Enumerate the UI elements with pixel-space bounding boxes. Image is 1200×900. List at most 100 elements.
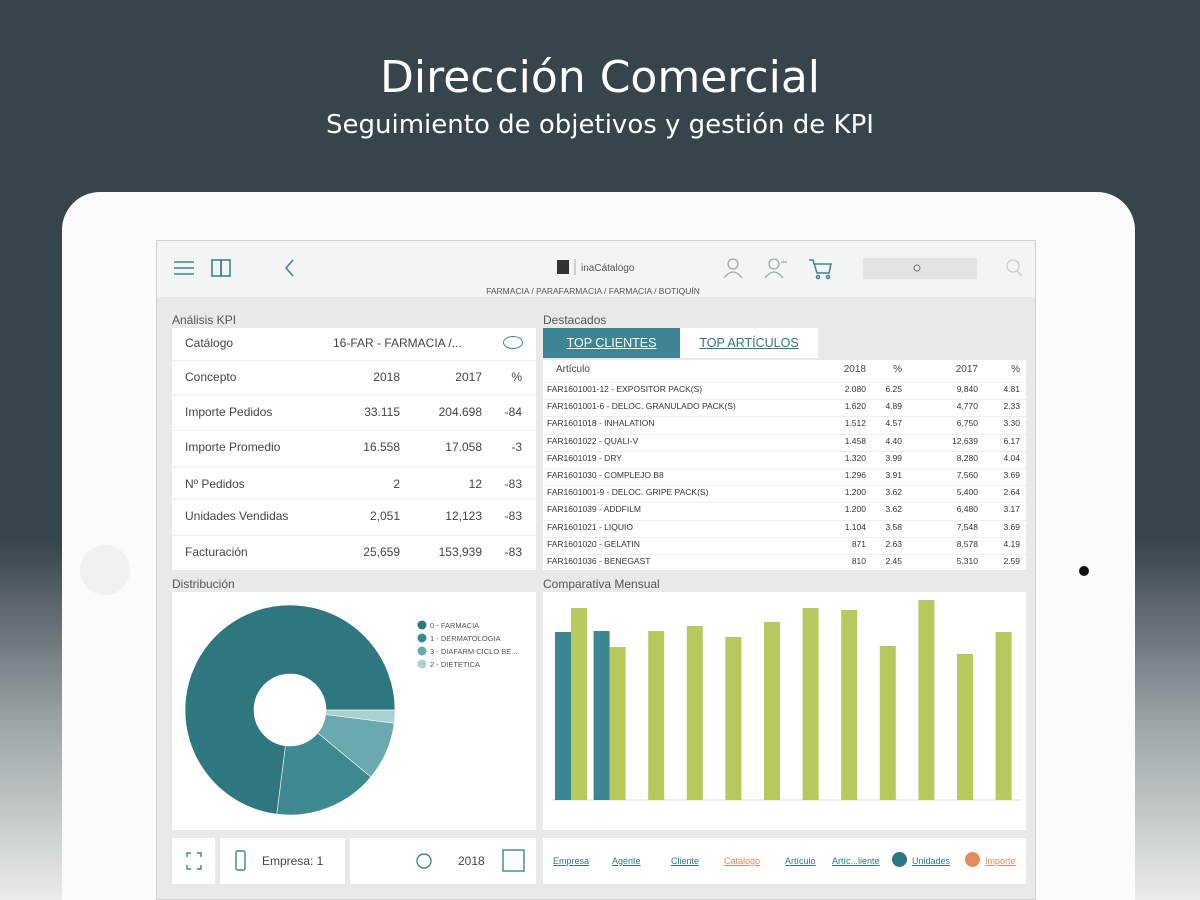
featured-row-line [543, 536, 1026, 538]
featured-cell: 2.080 [844, 384, 866, 394]
featured-header-cell: 2017 [955, 364, 978, 375]
kpi-cell: 17.058 [445, 440, 482, 454]
featured-row-line [543, 468, 1026, 469]
footer-link[interactable]: Catálogo [724, 856, 761, 866]
footer-link[interactable]: Agente [612, 856, 641, 866]
bar [686, 626, 703, 800]
featured-cell: FAR1601030 - COMPLEJO B8 [547, 470, 664, 480]
featured-cell: 2.63 [885, 538, 902, 549]
tab-active[interactable] [543, 328, 680, 358]
featured-cell: FAR1601020 - GELATIN [547, 538, 640, 549]
user-icon[interactable] [723, 258, 743, 279]
footer-link[interactable]: Cliente [671, 856, 700, 866]
bar [841, 610, 858, 800]
kpi-cell: 33.115 [364, 405, 400, 419]
legend-label: 3 - DIAFARM CICLO BE... [430, 647, 518, 656]
logo: inaCátalogo [581, 263, 635, 274]
footer-link[interactable]: Artículo [785, 856, 816, 866]
kpi-row-line [172, 467, 536, 468]
tab-inactive[interactable] [680, 328, 818, 358]
featured-cell: 1.512 [844, 418, 866, 429]
kpi-catalog-value: 16-FAR - FARMACIA /... [333, 336, 462, 350]
featured-cell: 2.59 [1003, 556, 1020, 566]
pie-slice [184, 604, 396, 815]
featured-cell: 810 [851, 556, 866, 566]
featured-cell: 4.57 [885, 418, 902, 429]
kpi-row-line [172, 499, 536, 500]
back-icon[interactable] [284, 259, 294, 277]
featured-cell: 3.91 [885, 470, 902, 480]
featured-cell: 3.30 [1003, 418, 1020, 429]
featured-cell: 1.320 [844, 452, 866, 463]
bar [764, 622, 780, 800]
featured-cell: 4,770 [956, 401, 978, 412]
menu-icon[interactable] [174, 261, 194, 275]
featured-cell: 6,750 [956, 418, 978, 429]
kpi-header-cell: 2018 [373, 370, 400, 384]
featured-cell: 2.64 [1003, 487, 1020, 498]
legend-label: 2 - DIETETICA [430, 660, 480, 669]
kpi-cell: Importe Pedidos [185, 405, 273, 419]
bar [648, 631, 665, 800]
bar [571, 608, 587, 800]
featured-row-line [543, 433, 1026, 435]
toggle-dot[interactable] [892, 852, 907, 867]
featured-row-line [543, 554, 1026, 555]
featured-cell: 3.17 [1003, 504, 1020, 515]
toggle-label[interactable]: Importe [985, 856, 1016, 866]
featured-cell: FAR1601001-12 - EXPOSITOR PACK(S) [547, 384, 703, 394]
search-icon[interactable] [1006, 259, 1023, 277]
expand-button[interactable] [172, 838, 215, 884]
featured-header-cell: 2018 [843, 364, 866, 375]
featured-cell: 4.89 [885, 401, 902, 412]
settings-icon[interactable] [416, 853, 432, 869]
tab-label[interactable]: TOP ARTÍCULOS [699, 336, 799, 350]
empresa-tile[interactable] [220, 838, 345, 884]
featured-cell: 1.104 [844, 521, 866, 532]
bar [609, 647, 626, 800]
expand-icon[interactable] [186, 852, 202, 870]
pie-slice [276, 732, 372, 816]
featured-row-line [543, 485, 1026, 487]
device-icon [235, 850, 246, 871]
kpi-cell: -84 [504, 405, 522, 419]
user-add-icon[interactable] [764, 258, 787, 279]
kpi-cell: 2,051 [369, 509, 400, 523]
page-title: Dirección Comercial [380, 52, 820, 103]
featured-cell: 3.69 [1003, 521, 1020, 532]
featured-cell: 3.58 [885, 521, 902, 532]
bar [918, 600, 935, 800]
kpi-catalog-label: Catálogo [185, 336, 234, 350]
bar [725, 637, 742, 800]
cart-icon[interactable] [809, 259, 832, 280]
featured-cell: 6.17 [1003, 435, 1020, 446]
toggle-dot[interactable] [965, 852, 980, 867]
home-button[interactable] [80, 545, 130, 595]
featured-row-line [543, 450, 1026, 452]
app-bar-icons: inaCátalogo FARMACIA / PARAFARMACIA / FA… [174, 258, 1023, 296]
distribution-chart: 0 - FARMACIA 1 - DERMATOLOGIA 3 - DIAFARM … [184, 604, 518, 816]
book-icon[interactable] [211, 259, 231, 277]
tab-label[interactable]: TOP CLIENTES [566, 336, 657, 350]
featured-cell: 4.81 [1003, 384, 1020, 394]
footer-icons: Empresa: 1 2018 [186, 849, 525, 872]
toggle-label[interactable]: Unidades [912, 856, 951, 866]
bar [555, 632, 571, 800]
featured-cell: 12,639 [952, 435, 978, 446]
kpi-cell: -3 [511, 440, 522, 454]
kpi-cell: 204.698 [438, 405, 482, 419]
kpi-cell: Facturación [185, 545, 248, 559]
footer-link[interactable]: Artíc...liente [832, 856, 880, 866]
monthly-label: Comparativa Mensual [543, 577, 660, 591]
featured-cell: FAR1601019 - DRY [547, 452, 622, 463]
bar [957, 654, 973, 800]
eye-icon[interactable] [503, 336, 523, 349]
legend-label: 0 - FARMACIA [430, 621, 479, 630]
footer-link[interactable]: Empresa [553, 856, 590, 866]
featured-cell: 7,548 [956, 521, 978, 532]
calendar-icon[interactable] [502, 849, 525, 872]
featured-cell: 3.99 [885, 452, 902, 463]
featured-header-cell: % [893, 364, 902, 375]
featured-cell: FAR1601001-6 - DELOC. GRANULADO PACK(S) [547, 401, 736, 412]
